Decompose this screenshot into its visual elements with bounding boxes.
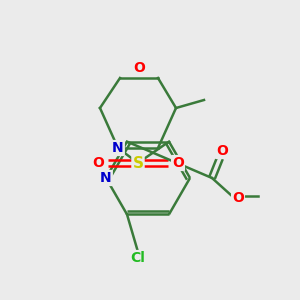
Text: N: N bbox=[112, 141, 124, 155]
Text: O: O bbox=[232, 191, 244, 205]
Text: S: S bbox=[133, 155, 143, 170]
Text: Cl: Cl bbox=[130, 251, 146, 265]
Text: O: O bbox=[92, 156, 104, 170]
Text: O: O bbox=[216, 144, 228, 158]
Text: O: O bbox=[172, 156, 184, 170]
Text: O: O bbox=[133, 61, 145, 75]
Text: N: N bbox=[100, 171, 112, 185]
